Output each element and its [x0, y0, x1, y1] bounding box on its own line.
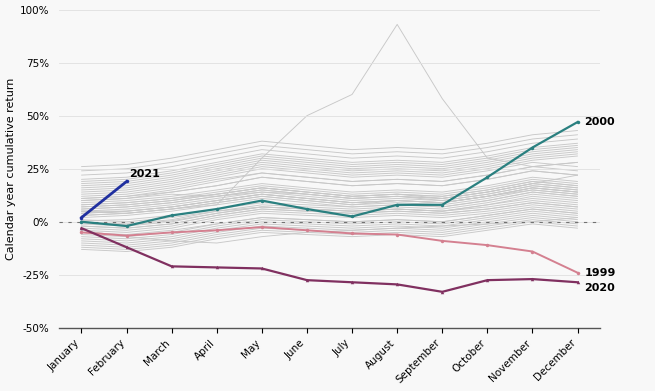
Text: 2020: 2020 — [584, 283, 615, 292]
Y-axis label: Calendar year cumulative return: Calendar year cumulative return — [5, 77, 16, 260]
Text: 2021: 2021 — [129, 169, 160, 179]
Text: 2000: 2000 — [584, 117, 615, 127]
Text: 1999: 1999 — [584, 268, 616, 278]
